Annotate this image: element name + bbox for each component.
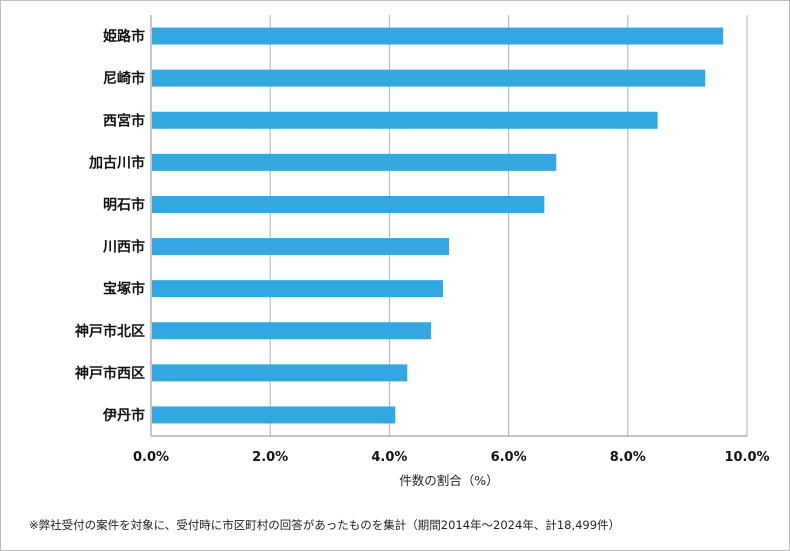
category-label-2: 西宮市	[103, 112, 145, 129]
bar-2	[152, 111, 658, 129]
bar-6	[152, 280, 444, 298]
category-label-5: 川西市	[102, 239, 145, 256]
tick-label-1: 2.0%	[252, 450, 288, 465]
footnote: ※弊社受付の案件を対象に、受付時に市区町村の回答があったものを集計（期間2014…	[29, 518, 621, 532]
category-label-4: 明石市	[103, 196, 145, 213]
category-label-9: 伊丹市	[102, 407, 145, 424]
bar-7	[152, 322, 432, 340]
category-label-1: 尼崎市	[103, 70, 145, 87]
tick-labels: 0.0% 2.0% 4.0% 6.0% 8.0% 10.0%	[133, 450, 770, 465]
category-label-0: 姫路市	[103, 28, 145, 45]
bars	[152, 27, 724, 424]
bar-9	[152, 406, 396, 424]
bar-3	[152, 153, 557, 171]
bar-5	[152, 238, 449, 256]
tick-label-4: 8.0%	[610, 450, 646, 465]
bar-0	[152, 27, 724, 45]
category-label-6: 宝塚市	[103, 281, 145, 298]
bar-8	[152, 364, 408, 382]
x-axis-label: 件数の割合（%）	[399, 473, 498, 488]
category-label-8: 神戸市西区	[75, 365, 145, 382]
bar-4	[152, 195, 545, 213]
tick-label-5: 10.0%	[724, 450, 769, 465]
category-label-3: 加古川市	[88, 154, 145, 171]
tick-label-2: 4.0%	[371, 450, 407, 465]
category-label-7: 神戸市北区	[75, 323, 145, 340]
tick-label-3: 6.0%	[491, 450, 527, 465]
bar-1	[152, 69, 706, 87]
tick-label-0: 0.0%	[133, 450, 169, 465]
